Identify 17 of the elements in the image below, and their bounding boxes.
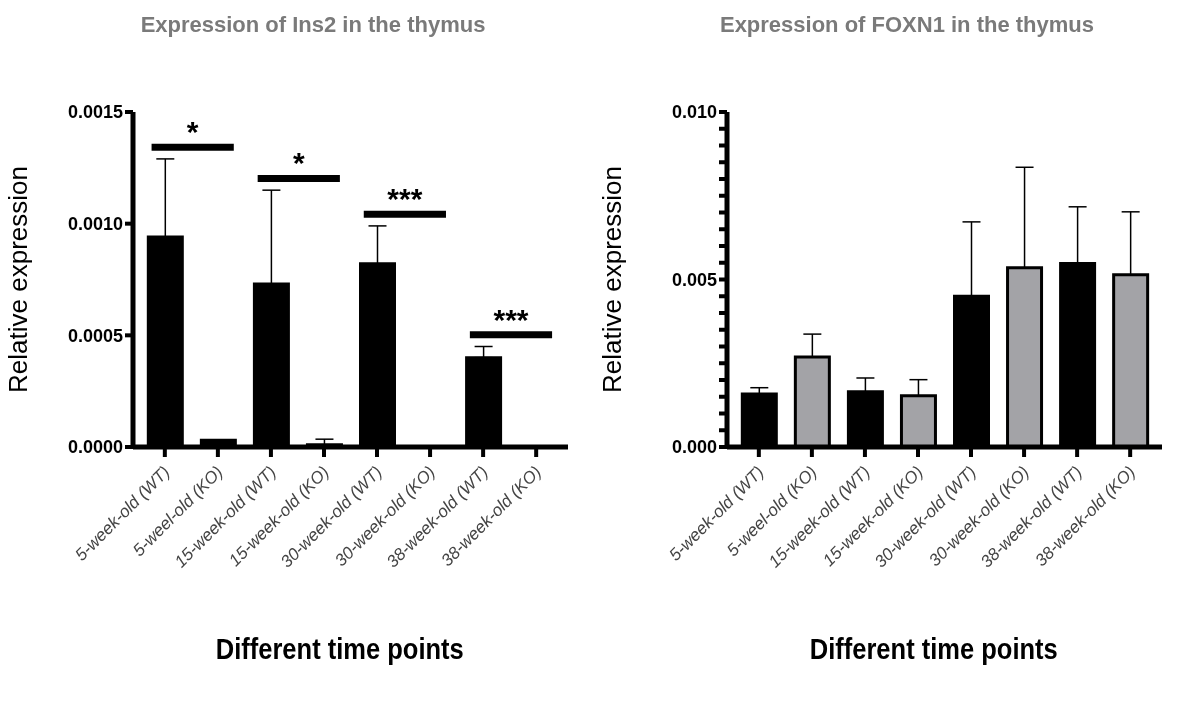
chart-title: Expression of FOXN1 in the thymus bbox=[718, 11, 1096, 39]
y-tick-label: 0.005 bbox=[671, 269, 717, 290]
y-axis-title: Relative expression bbox=[3, 166, 34, 393]
y-tick-label: 0.0015 bbox=[67, 102, 123, 123]
y-tick-label: 0.0000 bbox=[67, 437, 123, 458]
x-axis-title: Different time points bbox=[808, 632, 1059, 666]
y-tick-label: 0.010 bbox=[671, 102, 717, 123]
y-axis-title: Relative expression bbox=[597, 166, 628, 393]
annotation: * bbox=[292, 146, 305, 180]
y-tick-label: 0.0005 bbox=[67, 325, 123, 346]
annotation: *** bbox=[387, 182, 423, 216]
y-tick-label: 0.000 bbox=[671, 437, 717, 458]
x-axis-title: Different time points bbox=[214, 632, 465, 666]
y-tick-label: 0.0010 bbox=[67, 214, 123, 235]
chart-title: Expression of Ins2 in the thymus bbox=[139, 11, 487, 39]
annotation: * bbox=[186, 115, 199, 149]
annotation: *** bbox=[493, 302, 529, 336]
